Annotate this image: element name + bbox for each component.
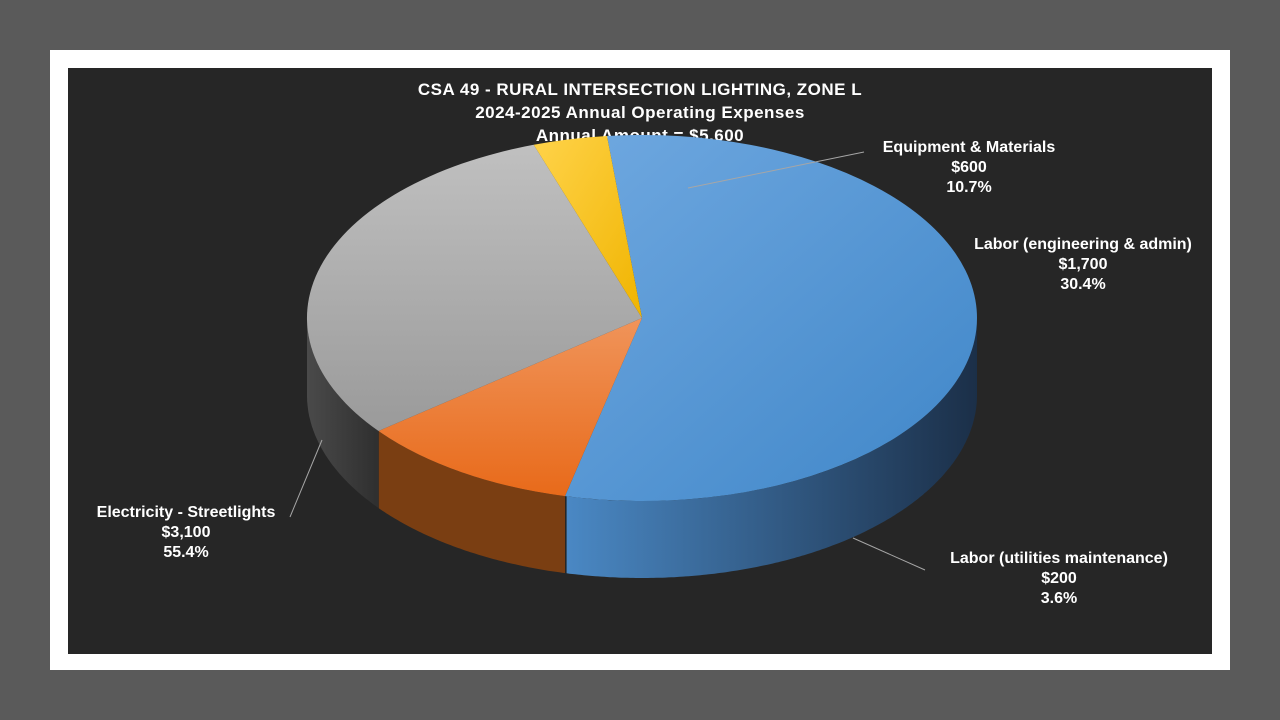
- data-label-labor-engineering-value: $1,700: [1059, 256, 1108, 273]
- pie-side-electricity: [566, 318, 977, 578]
- leader-line-electricity: [289, 439, 323, 518]
- data-label-electricity-percent: 55.4%: [163, 544, 208, 561]
- data-label-labor-engineering-percent: 30.4%: [1060, 276, 1105, 293]
- chart-title-block: CSA 49 - RURAL INTERSECTION LIGHTING, ZO…: [68, 78, 1212, 147]
- pie-side-labor-engineering: [307, 318, 379, 508]
- data-label-equipment-percent: 10.7%: [946, 179, 991, 196]
- pie-slice-labor-engineering[interactable]: [306, 144, 642, 432]
- pie-slice-electricity[interactable]: [565, 134, 977, 501]
- leader-line-equipment: [687, 151, 865, 189]
- pie-slice-labor-utilities[interactable]: [533, 136, 642, 318]
- data-label-labor-engineering-name: Labor (engineering & admin): [974, 236, 1192, 253]
- data-label-electricity-value: $3,100: [162, 524, 211, 541]
- pie-slice-equipment[interactable]: [378, 318, 643, 497]
- pie-side-equipment: [378, 431, 565, 574]
- data-label-labor-utilities-percent: 3.6%: [1041, 590, 1077, 607]
- leader-line-labor-utilities: [852, 537, 926, 571]
- chart-subtitle: 2024-2025 Annual Operating Expenses: [475, 103, 805, 122]
- data-label-labor-utilities-value: $200: [1041, 570, 1077, 587]
- data-label-equipment-name: Equipment & Materials: [883, 139, 1056, 156]
- data-label-labor-utilities-name: Labor (utilities maintenance): [950, 550, 1168, 567]
- data-label-equipment-value: $600: [951, 159, 987, 176]
- data-label-electricity-name: Electricity - Streetlights: [97, 504, 276, 521]
- chart-title: CSA 49 - RURAL INTERSECTION LIGHTING, ZO…: [417, 80, 863, 99]
